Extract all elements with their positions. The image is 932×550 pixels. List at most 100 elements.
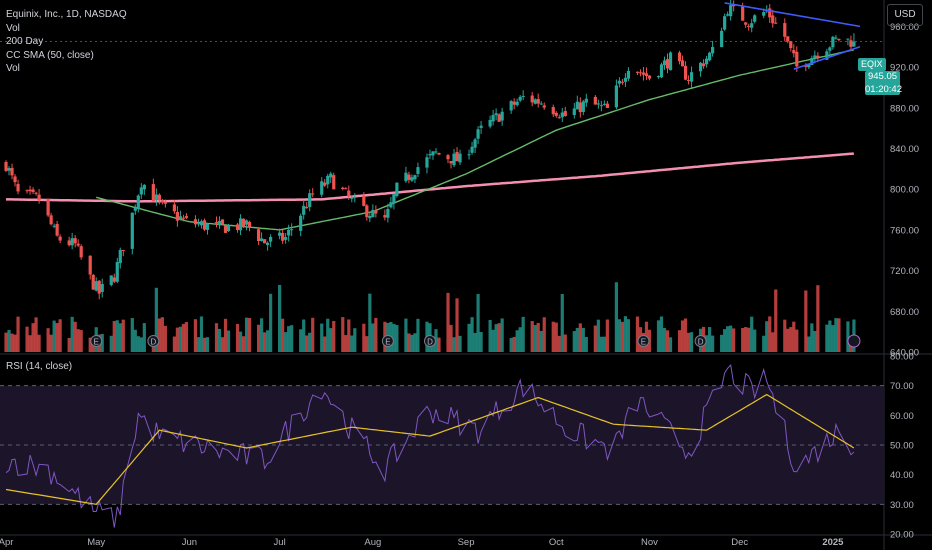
candle-body	[599, 105, 603, 107]
volume-bar	[284, 332, 288, 352]
volume-bar	[455, 298, 459, 352]
volume-bar	[404, 318, 408, 352]
candle-body	[368, 216, 372, 219]
candle-body	[786, 36, 790, 42]
candle-body	[810, 58, 814, 65]
legend-vol[interactable]: Vol	[6, 22, 20, 34]
volume-bar	[620, 321, 625, 352]
legend-vol-2[interactable]: Vol	[6, 63, 20, 74]
volume-bar	[223, 318, 228, 352]
candle-body	[647, 75, 652, 79]
volume-bar	[539, 330, 543, 352]
candle-body	[668, 52, 673, 71]
volume-bar	[512, 336, 516, 352]
candle-body	[235, 224, 240, 230]
candle-body	[223, 225, 228, 233]
candle-body	[344, 188, 348, 190]
candle-body	[37, 194, 41, 201]
candle-body	[16, 183, 20, 192]
volume-bar	[635, 316, 640, 352]
volume-bar	[118, 323, 122, 352]
volume-bar	[831, 325, 835, 352]
trendline-lower	[793, 45, 861, 70]
candle-body	[139, 187, 143, 195]
candle-body	[244, 220, 249, 225]
marker-letter: D	[150, 338, 156, 347]
volume-bar	[437, 337, 441, 352]
candle-body	[226, 225, 231, 232]
candle-body	[828, 47, 832, 51]
volume-bar	[46, 328, 50, 352]
legend-200day[interactable]: 200 Day	[6, 36, 44, 47]
volume-bar	[593, 325, 597, 352]
volume-bar	[647, 329, 652, 352]
candle-body	[241, 218, 246, 227]
marker-letter: E	[641, 338, 646, 347]
volume-bar	[560, 294, 564, 352]
volume-bar	[747, 327, 751, 352]
volume-bar	[771, 332, 775, 352]
candle-body	[175, 212, 180, 221]
rsi-legend[interactable]: RSI (14, close)	[6, 361, 73, 372]
volume-bar	[121, 319, 125, 352]
volume-bar	[617, 319, 622, 352]
candle-body	[771, 15, 775, 24]
volume-bar	[497, 323, 501, 352]
volume-bar	[518, 327, 522, 352]
candle-body	[287, 229, 291, 236]
candle-body	[449, 161, 453, 164]
volume-bar	[130, 318, 134, 352]
volume-bar	[708, 327, 712, 352]
candle-body	[308, 193, 312, 207]
volume-bar	[193, 319, 198, 352]
earnings-icon	[90, 335, 103, 347]
volume-bar	[115, 320, 119, 352]
volume-bar	[172, 336, 176, 352]
candle-body	[638, 72, 643, 74]
volume-bar	[584, 337, 588, 352]
candle-body	[792, 50, 796, 54]
time-axis-label: May	[87, 537, 105, 548]
volume-bar	[7, 329, 11, 352]
volume-bar	[4, 332, 8, 352]
candle-body	[497, 114, 501, 122]
candle-body	[196, 223, 201, 225]
volume-bar	[49, 334, 53, 352]
candle-body	[329, 173, 333, 178]
candle-body	[383, 215, 387, 218]
volume-bar	[395, 325, 399, 352]
volume-bar	[281, 318, 285, 352]
candle-body	[76, 243, 80, 246]
volume-bar	[765, 321, 769, 352]
candle-body	[723, 16, 727, 30]
volume-bar	[807, 336, 811, 352]
candle-body	[46, 198, 50, 216]
legend-sma50[interactable]: CC SMA (50, close)	[6, 49, 94, 61]
volume-bar	[157, 318, 161, 352]
candle-body	[350, 197, 354, 199]
volume-bar	[729, 325, 733, 352]
time-axis-label: Jul	[274, 537, 286, 548]
candle-body	[689, 72, 694, 82]
volume-bar	[786, 328, 790, 352]
volume-bar	[142, 323, 146, 352]
candle-body	[774, 22, 778, 24]
candle-body	[88, 255, 92, 275]
candle-body	[202, 220, 207, 230]
currency-button[interactable]: USD	[887, 4, 923, 26]
earnings-icon	[637, 335, 650, 347]
candle-body	[473, 139, 477, 148]
volume-bar	[434, 329, 438, 352]
candle-body	[729, 5, 733, 17]
candle-body	[299, 215, 303, 231]
volume-bar	[136, 336, 140, 352]
legend-title[interactable]: Equinix, Inc., 1D, NASDAQ	[6, 9, 127, 20]
candle-body	[834, 37, 838, 39]
dividend-icon	[147, 335, 160, 347]
volume-bar	[305, 335, 309, 352]
candle-body	[353, 196, 357, 198]
candle-body	[596, 103, 600, 105]
volume-bar	[67, 337, 71, 352]
